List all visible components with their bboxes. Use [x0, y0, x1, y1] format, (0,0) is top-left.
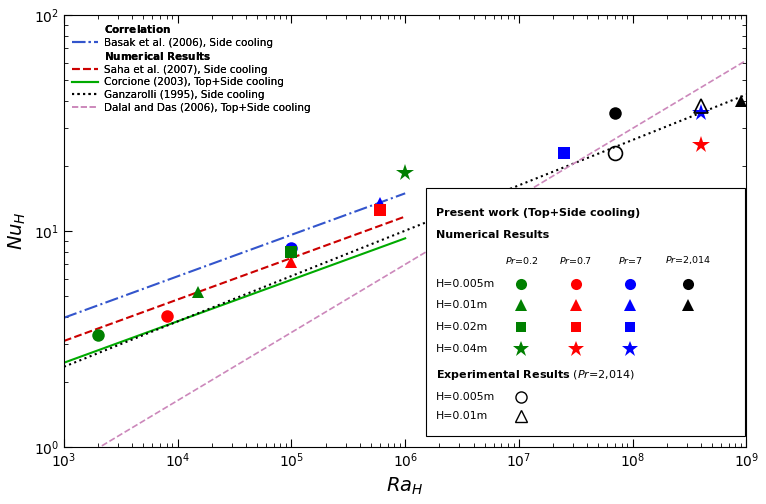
Text: Present work (Top+Side cooling): Present work (Top+Side cooling): [436, 209, 640, 218]
Y-axis label: $Nu_H$: $Nu_H$: [7, 211, 28, 250]
Text: H=0.005m: H=0.005m: [436, 392, 495, 402]
Text: Numerical Results: Numerical Results: [436, 230, 549, 240]
Text: H=0.02m: H=0.02m: [436, 322, 488, 332]
Text: H=0.04m: H=0.04m: [436, 344, 488, 354]
Text: $\mathit{Pr}$=0.2: $\mathit{Pr}$=0.2: [505, 255, 538, 266]
X-axis label: $Ra_H$: $Ra_H$: [387, 476, 424, 497]
Legend: $\mathbf{Correlation}$, Basak et al. (2006), Side cooling, $\mathbf{Numerical\ R: $\mathbf{Correlation}$, Basak et al. (20…: [69, 20, 313, 116]
Text: H=0.01m: H=0.01m: [436, 300, 488, 310]
Text: $\mathbf{Experimental\ Results}$ ($\mathit{Pr}$=2,014): $\mathbf{Experimental\ Results}$ ($\math…: [436, 368, 635, 383]
Text: H=0.01m: H=0.01m: [436, 411, 488, 421]
FancyBboxPatch shape: [426, 187, 745, 436]
Text: $\mathit{Pr}$=0.7: $\mathit{Pr}$=0.7: [559, 255, 592, 266]
Text: H=0.005m: H=0.005m: [436, 279, 495, 289]
Text: $\mathit{Pr}$=7: $\mathit{Pr}$=7: [618, 255, 643, 266]
Text: $\mathit{Pr}$=2,014: $\mathit{Pr}$=2,014: [665, 254, 712, 266]
